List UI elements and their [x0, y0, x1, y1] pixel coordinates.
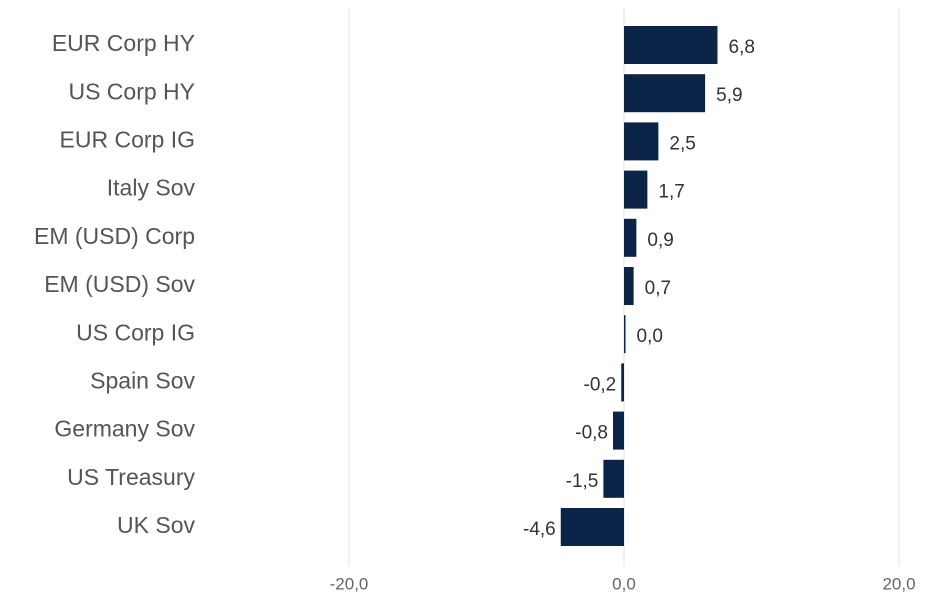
value-label: -0,8 — [575, 423, 608, 444]
bar — [613, 411, 624, 450]
bar — [624, 122, 659, 161]
category-label: UK Sov — [117, 512, 195, 538]
category-label: Spain Sov — [90, 367, 195, 393]
bar — [624, 267, 634, 305]
bar — [624, 218, 637, 257]
value-label: 0,0 — [637, 326, 663, 347]
category-label: US Treasury — [67, 464, 195, 490]
category-label: EM (USD) Corp — [34, 223, 195, 249]
value-label: 1,7 — [658, 182, 684, 203]
value-label: -0,2 — [584, 374, 617, 395]
bar — [624, 315, 626, 354]
category-label: EM (USD) Sov — [44, 271, 195, 297]
category-label: US Corp IG — [76, 319, 195, 345]
bar — [624, 26, 718, 64]
value-label: -4,6 — [523, 519, 556, 540]
value-label: 5,9 — [716, 85, 742, 106]
bar — [624, 74, 706, 113]
bar — [603, 459, 624, 498]
x-tick-label: 0,0 — [612, 574, 636, 593]
category-label: EUR Corp IG — [60, 126, 195, 152]
bar — [624, 170, 648, 209]
category-label: Germany Sov — [54, 416, 195, 442]
category-label: US Corp HY — [68, 78, 195, 104]
x-tick-label: -20,0 — [330, 574, 369, 593]
value-label: 0,7 — [645, 278, 671, 299]
value-label: 0,9 — [647, 230, 673, 251]
category-label: EUR Corp HY — [52, 30, 195, 56]
value-label: 6,8 — [729, 37, 755, 58]
bar — [560, 508, 624, 546]
value-label: 2,5 — [669, 133, 695, 154]
x-tick-label: 20,0 — [882, 574, 915, 593]
value-label: -1,5 — [566, 471, 599, 492]
bar — [621, 363, 624, 402]
category-label: Italy Sov — [107, 175, 196, 201]
